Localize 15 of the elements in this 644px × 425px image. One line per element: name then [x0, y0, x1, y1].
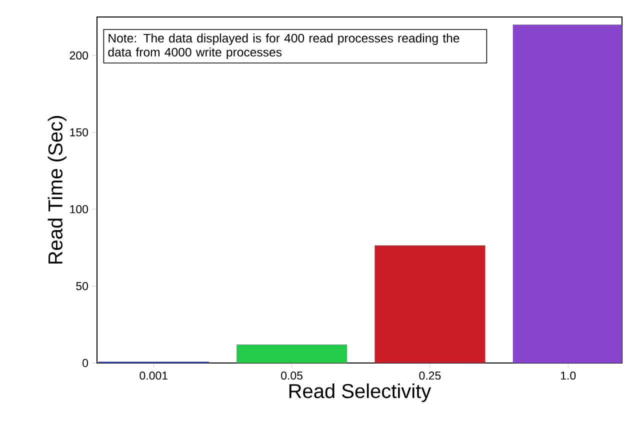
y-tick-label: 150 — [70, 128, 88, 136]
y-tick-label: 50 — [76, 282, 88, 290]
y-tick-label: 100 — [70, 205, 88, 214]
bar — [512, 24, 622, 363]
bar — [236, 344, 348, 363]
y-tick-label: 0 — [82, 358, 88, 368]
x-axis-title: Read Selectivity — [289, 383, 432, 402]
x-tick-label: 0.25 — [419, 372, 441, 380]
x-tick-label: 0.05 — [281, 372, 303, 380]
annotation: Note: The data displayed is for 400 read processes reading the data from 4000 write processes — [108, 34, 460, 59]
x-tick-label: 1.0 — [561, 372, 576, 380]
x-tick-label: 0.001 — [140, 372, 168, 380]
y-tick-label: 200 — [70, 51, 88, 60]
y-axis-title: Read Time (Sec) — [48, 116, 66, 264]
bar — [374, 245, 486, 363]
